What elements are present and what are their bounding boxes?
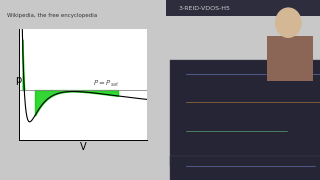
FancyBboxPatch shape: [166, 0, 320, 16]
FancyBboxPatch shape: [267, 36, 313, 81]
Text: Wikipedia, the free encyclopedia: Wikipedia, the free encyclopedia: [7, 13, 97, 18]
Circle shape: [276, 8, 301, 37]
FancyBboxPatch shape: [170, 60, 320, 166]
FancyBboxPatch shape: [170, 156, 320, 180]
Text: 3-REID-VDOS-H5: 3-REID-VDOS-H5: [179, 6, 231, 11]
X-axis label: V: V: [80, 142, 86, 152]
Text: $P = P_{sat}$: $P = P_{sat}$: [93, 79, 120, 89]
Y-axis label: p: p: [15, 75, 21, 85]
